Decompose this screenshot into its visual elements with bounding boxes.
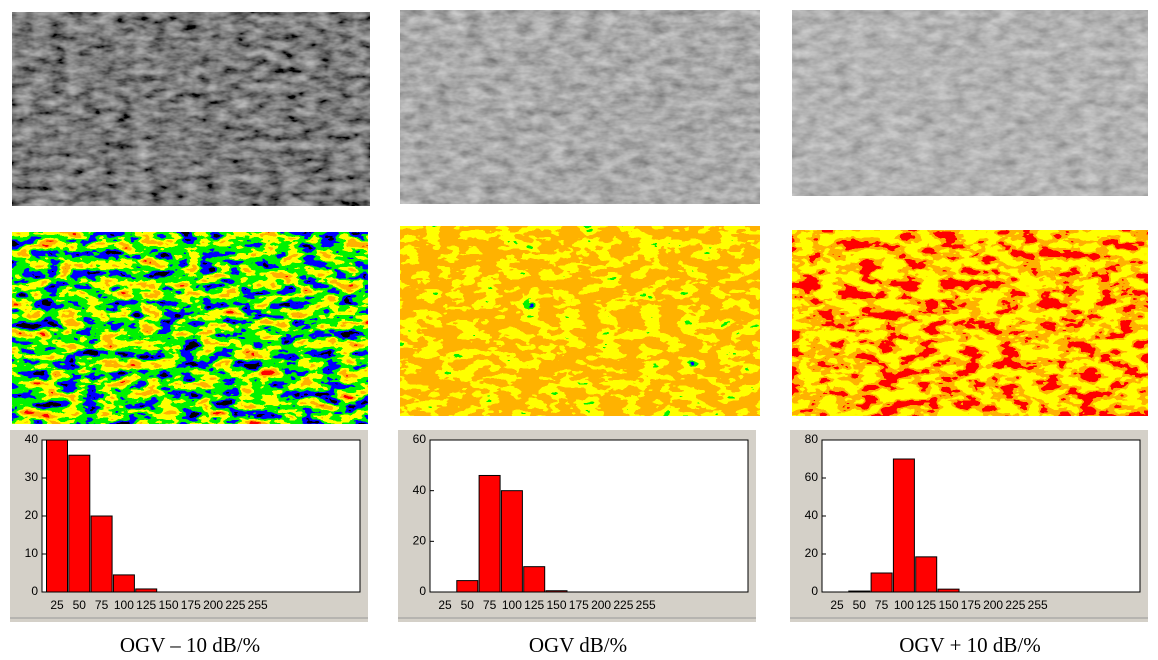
bar <box>937 588 960 593</box>
x-tick-label: 50 <box>461 598 475 612</box>
x-tick-label: 200 <box>203 598 223 612</box>
y-tick-label: 0 <box>811 584 818 598</box>
bar <box>46 439 68 593</box>
y-tick-label: 0 <box>31 584 38 598</box>
y-tick-label: 60 <box>805 470 819 484</box>
x-tick-label: 25 <box>830 598 844 612</box>
x-tick-label: 25 <box>438 598 452 612</box>
x-tick-label: 200 <box>983 598 1003 612</box>
bar <box>112 574 135 593</box>
y-tick-label: 60 <box>413 432 427 446</box>
x-tick-label: 75 <box>95 598 109 612</box>
x-tick-label: 125 <box>916 598 936 612</box>
bar <box>523 566 546 593</box>
y-tick-label: 30 <box>25 470 39 484</box>
plot-area <box>429 439 749 593</box>
x-tick-label: 175 <box>961 598 981 612</box>
x-tick-label: 25 <box>50 598 64 612</box>
x-tick-label: 50 <box>853 598 867 612</box>
y-tick-label: 0 <box>419 584 426 598</box>
bar <box>500 490 523 593</box>
bar <box>915 556 938 593</box>
y-tick-label: 40 <box>805 508 819 522</box>
bar <box>892 458 915 593</box>
grayscale-image <box>400 10 760 204</box>
bar <box>68 454 91 593</box>
x-tick-label: 150 <box>938 598 958 612</box>
bar <box>478 474 501 593</box>
y-tick-label: 10 <box>25 546 39 560</box>
caption: OGV dB/% <box>529 633 627 657</box>
plot-area <box>821 439 1141 593</box>
y-tick-label: 20 <box>805 546 819 560</box>
x-tick-label: 100 <box>894 598 914 612</box>
x-tick-label: 150 <box>546 598 566 612</box>
x-tick-label: 100 <box>502 598 522 612</box>
color-map <box>792 230 1148 416</box>
caption: OGV – 10 dB/% <box>120 633 260 657</box>
x-tick-label: 200 <box>591 598 611 612</box>
y-tick-label: 20 <box>25 508 39 522</box>
x-tick-label: 125 <box>524 598 544 612</box>
x-tick-label: 255 <box>636 598 656 612</box>
bar <box>848 590 871 593</box>
bar <box>870 572 893 593</box>
x-tick-label: 100 <box>114 598 134 612</box>
color-map <box>400 226 760 416</box>
y-tick-label: 40 <box>25 432 39 446</box>
x-tick-label: 225 <box>1005 598 1025 612</box>
y-tick-label: 80 <box>805 432 819 446</box>
bar <box>456 580 479 593</box>
x-tick-label: 75 <box>483 598 497 612</box>
x-tick-label: 225 <box>613 598 633 612</box>
x-tick-label: 225 <box>225 598 245 612</box>
x-tick-label: 175 <box>569 598 589 612</box>
bar <box>545 590 568 593</box>
x-tick-label: 175 <box>181 598 201 612</box>
bar <box>135 588 158 593</box>
x-tick-label: 50 <box>73 598 87 612</box>
grayscale-image <box>792 10 1148 196</box>
x-tick-label: 255 <box>248 598 268 612</box>
y-tick-label: 20 <box>413 534 427 548</box>
x-tick-label: 255 <box>1028 598 1048 612</box>
x-tick-label: 75 <box>875 598 889 612</box>
x-tick-label: 150 <box>158 598 178 612</box>
y-tick-label: 40 <box>413 483 427 497</box>
caption: OGV + 10 dB/% <box>899 633 1041 657</box>
grayscale-image <box>12 12 370 206</box>
bar <box>90 515 113 593</box>
color-map <box>12 232 368 424</box>
x-tick-label: 125 <box>136 598 156 612</box>
